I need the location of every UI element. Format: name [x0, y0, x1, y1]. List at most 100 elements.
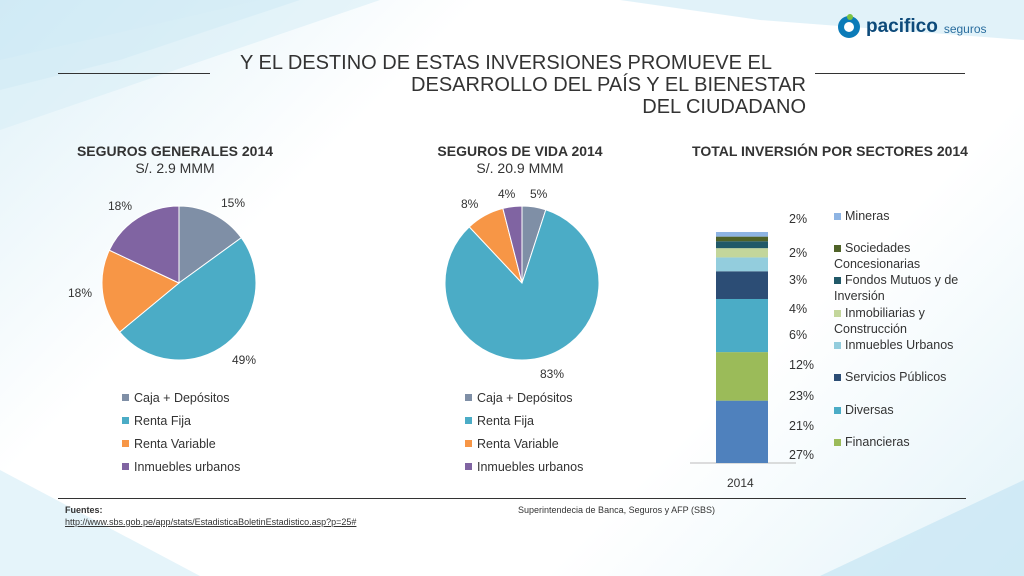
- bar-segment-fondos-mutuos-y-de-inversi-n: [716, 248, 768, 258]
- footer-source: Superintendecia de Banca, Seguros y AFP …: [518, 505, 715, 515]
- legend-item-sector: Diversas: [834, 402, 894, 418]
- legend-swatch: [465, 440, 472, 447]
- legend-label: Mineras: [845, 209, 890, 223]
- bar-segment-financieras: [716, 400, 768, 463]
- legend-item-caja: Caja + Depósitos: [122, 386, 240, 409]
- brand-sub: seguros: [943, 21, 987, 36]
- pie1-label-inmuebles: 18%: [108, 199, 133, 213]
- bar-segment-inmuebles-urbanos: [716, 271, 768, 299]
- legend-swatch: [834, 245, 841, 252]
- chart1-title: SEGUROS GENERALES 2014: [76, 143, 274, 159]
- pie1-legend: Caja + Depósitos Renta Fija Renta Variab…: [122, 386, 240, 478]
- bar3-data-label: 6%: [789, 328, 808, 342]
- bar3-data-label: 21%: [789, 419, 815, 433]
- legend-item-caja: Caja + Depósitos: [465, 386, 583, 409]
- legend-swatch: [834, 310, 841, 317]
- footer-rule: [58, 498, 966, 499]
- legend-item-sector: Financieras: [834, 434, 910, 450]
- pie2-legend: Caja + Depósitos Renta Fija Renta Variab…: [465, 386, 583, 478]
- pie-slice-renta-fija: [118, 237, 257, 361]
- legend-swatch: [465, 417, 472, 424]
- source-link[interactable]: http://www.sbs.gob.pe/app/stats/Estadist…: [65, 517, 357, 527]
- pie2-label-caja: 5%: [530, 187, 548, 201]
- chart2-subtitle: S/. 20.9 MMM: [476, 160, 564, 176]
- legend-swatch: [465, 463, 472, 470]
- legend-label: Sociedades Concesionarias: [834, 241, 921, 271]
- chart1-subtitle: S/. 2.9 MMM: [135, 160, 215, 176]
- legend-swatch: [122, 440, 129, 447]
- legend-swatch: [122, 463, 129, 470]
- bar3-data-label: 2%: [789, 212, 808, 226]
- brand-name: pacifico: [866, 16, 938, 37]
- bar3-data-label: 23%: [789, 389, 815, 403]
- page-title-line2: DESARROLLO DEL PAÍS Y EL BIENESTAR: [411, 74, 806, 96]
- legend-item-sector: Servicios Públicos: [834, 369, 946, 385]
- bar-segment-sociedades-concesionarias: [716, 241, 768, 249]
- legend-item-renta-fija: Renta Fija: [122, 409, 240, 432]
- legend-item-inmuebles: Inmuebles urbanos: [122, 455, 240, 478]
- pie-slice-renta-variable: [101, 249, 180, 333]
- pie-chart-vida: [444, 205, 600, 361]
- pie-slice-renta-fija: [444, 209, 600, 361]
- legend-item-sector: Inmobiliarias y Construcción: [834, 305, 969, 337]
- pie2-label-inmuebles: 4%: [498, 187, 516, 201]
- legend-label: Inmuebles urbanos: [477, 459, 584, 474]
- legend-label: Renta Fija: [477, 413, 534, 428]
- pie-slice-inmuebles: [108, 205, 180, 284]
- footer-url[interactable]: http://www.sbs.gob.pe/app/stats/Estadist…: [65, 517, 356, 527]
- bar-segment-servicios-p-blicos: [716, 298, 768, 353]
- legend-swatch: [834, 407, 841, 414]
- legend-swatch: [834, 277, 841, 284]
- footer-sources-label: Fuentes:: [65, 505, 103, 515]
- legend-item-renta-variable: Renta Variable: [122, 432, 240, 455]
- bar-segment-other: [716, 232, 768, 237]
- pie-slice-inmuebles: [502, 205, 523, 284]
- legend-swatch: [834, 374, 841, 381]
- chart2-title: SEGUROS DE VIDA 2014: [437, 143, 603, 159]
- legend-label: Renta Variable: [477, 436, 559, 451]
- bar3-data-label: 3%: [789, 273, 808, 287]
- bar3-data-label: 4%: [789, 302, 808, 316]
- legend-swatch: [122, 394, 129, 401]
- legend-item-inmuebles: Inmuebles urbanos: [465, 455, 583, 478]
- legend-label: Inmuebles urbanos: [134, 459, 241, 474]
- bar3-category: 2014: [727, 476, 754, 490]
- legend-item-sector: Sociedades Concesionarias: [834, 240, 969, 272]
- logo-icon: [838, 14, 860, 38]
- legend-swatch: [834, 342, 841, 349]
- pie-slice-caja: [178, 205, 242, 284]
- pie1-label-renta-variable: 18%: [68, 286, 93, 300]
- legend-label: Diversas: [845, 403, 894, 417]
- bar-segment-inmobiliarias-y-construcci-n: [716, 257, 768, 272]
- legend-swatch: [834, 439, 841, 446]
- legend-item-sector: Fondos Mutuos y de Inversión: [834, 272, 969, 304]
- bar3-data-label: 27%: [789, 448, 815, 462]
- legend-label: Servicios Públicos: [845, 370, 947, 384]
- pie1-label-caja: 15%: [221, 196, 246, 210]
- legend-label: Caja + Depósitos: [477, 390, 573, 405]
- page-title-line3: DEL CIUDADANO: [642, 96, 806, 118]
- legend-item-sector: Mineras: [834, 208, 889, 224]
- legend-label: Inmobiliarias y Construcción: [834, 306, 925, 336]
- page-title-line1: Y EL DESTINO DE ESTAS INVERSIONES PROMUE…: [240, 52, 772, 74]
- legend-label: Financieras: [845, 435, 910, 449]
- legend-item-renta-fija: Renta Fija: [465, 409, 583, 432]
- chart3-title: TOTAL INVERSIÓN POR SECTORES 2014: [692, 143, 968, 159]
- stacked-bar-sectores: [690, 232, 796, 464]
- bar-segment-diversas: [716, 352, 768, 401]
- pie1-label-renta-fija: 49%: [232, 353, 257, 367]
- bar3-legend: Mineras Sociedades Concesionarias Fondos M…: [834, 205, 969, 455]
- legend-label: Renta Variable: [134, 436, 216, 451]
- pie2-label-renta-variable: 8%: [461, 197, 479, 211]
- title-rule-left: [58, 73, 210, 74]
- pie2-label-renta-fija: 83%: [540, 367, 565, 381]
- legend-label: Inmuebles Urbanos: [845, 338, 954, 352]
- legend-item-sector: Inmuebles Urbanos: [834, 337, 953, 353]
- bar3-data-label: 2%: [789, 246, 808, 260]
- bar-segment-mineras: [716, 236, 768, 242]
- legend-swatch: [834, 213, 841, 220]
- legend-swatch: [465, 394, 472, 401]
- legend-label: Fondos Mutuos y de Inversión: [834, 273, 959, 303]
- brand-logo: pacifico seguros: [838, 12, 987, 42]
- bar3-data-label: 12%: [789, 358, 815, 372]
